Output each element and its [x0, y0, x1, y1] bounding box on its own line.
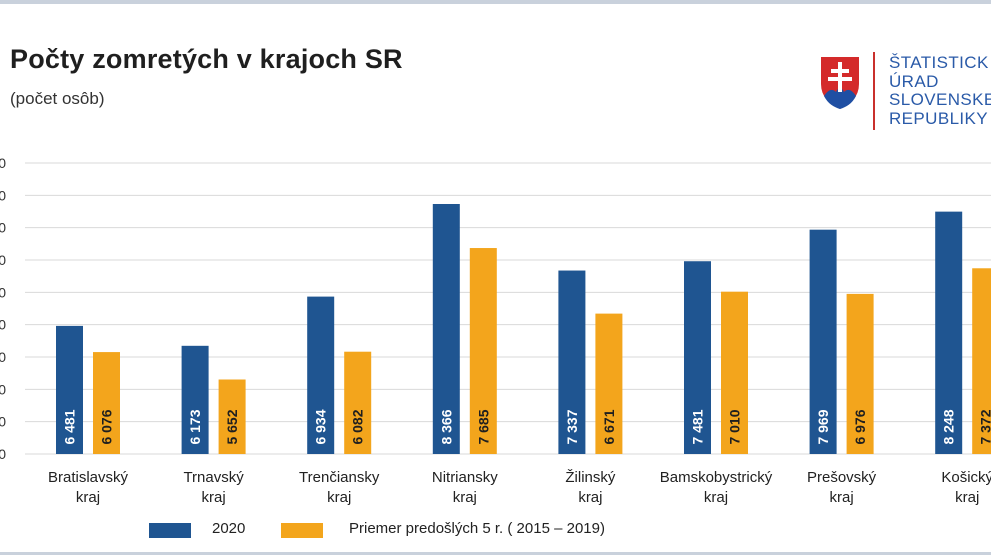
bar-data-label: 5 652 [224, 409, 240, 444]
x-category-label: kraj [202, 489, 226, 506]
coat-of-arms-icon [819, 55, 861, 112]
chart-legend: 2020 Priemer predošlých 5 r. ( 2015 – 20… [0, 519, 991, 543]
y-tick-label: 0 [0, 349, 6, 365]
bar-2020 [935, 211, 963, 454]
chart-title: Počty zomretých v krajoch SR [10, 44, 403, 74]
logo-line: REPUBLIKY [889, 108, 989, 128]
bar-data-label: 7 372 [978, 409, 991, 444]
y-tick-label: 0 [0, 317, 6, 333]
legend-label-2020: 2020 [212, 520, 246, 537]
logo-wordmark: ŠTATISTICK ÚRAD SLOVENSKE REPUBLIKY [889, 53, 991, 128]
statistical-office-logo: ŠTATISTICK ÚRAD SLOVENSKE REPUBLIKY [818, 52, 991, 132]
bar-data-label: 7 010 [727, 409, 743, 444]
y-tick-label: 0 [0, 155, 6, 171]
bar-average [469, 248, 497, 454]
bar-2020 [809, 229, 837, 454]
x-category-label: kraj [453, 489, 477, 506]
bar-2020 [56, 325, 83, 454]
x-category-label: Bratislavský [48, 469, 129, 486]
bar-average [972, 268, 991, 454]
x-category-label: Trenčiansky [299, 469, 380, 486]
bar-data-label: 7 481 [690, 409, 706, 444]
x-category-label: Nitriansky [432, 469, 498, 486]
x-category-label: Trnavský [183, 469, 244, 486]
bar-data-label: 6 173 [187, 409, 203, 444]
legend-swatch-2020 [149, 523, 191, 538]
bar-average [218, 379, 246, 454]
bar-data-label: 6 934 [313, 409, 329, 444]
bar-average [846, 293, 874, 454]
x-category-label: kraj [76, 489, 100, 506]
logo-line: ÚRAD [889, 71, 939, 91]
bar-data-label: 6 082 [350, 409, 366, 444]
y-tick-label: 0 [0, 187, 6, 203]
bar-average [721, 291, 748, 454]
bar-data-label: 7 337 [564, 409, 580, 444]
x-category-label: Bamskobystrický [660, 469, 773, 486]
bar-data-label: 6 481 [62, 409, 78, 444]
frame-top-border [0, 0, 991, 4]
y-tick-label: 0 [0, 284, 6, 300]
x-category-label: kraj [578, 489, 602, 506]
y-tick-label: 0 [0, 414, 6, 430]
bar-2020 [307, 296, 335, 454]
x-category-label: kraj [955, 489, 979, 506]
x-category-label: Košický [941, 469, 991, 486]
x-category-label: Žilinský [565, 469, 616, 486]
bar-data-label: 6 076 [99, 409, 115, 444]
bar-data-label: 6 976 [852, 409, 868, 444]
x-category-label: Prešovský [807, 469, 877, 486]
bar-average [344, 351, 372, 454]
y-tick-label: 0 [0, 446, 6, 462]
frame-bottom-border [0, 552, 991, 555]
bar-data-label: 6 671 [601, 409, 617, 444]
bar-2020 [432, 203, 460, 454]
x-category-label: kraj [704, 489, 728, 506]
chart-subtitle: (počet osôb) [10, 89, 105, 108]
logo-divider [873, 52, 875, 130]
logo-line: SLOVENSKE [889, 90, 991, 109]
y-tick-label: 0 [0, 381, 6, 397]
bar-data-label: 7 685 [475, 409, 491, 444]
logo-line: ŠTATISTICK [889, 53, 989, 72]
bar-average [595, 313, 623, 454]
x-category-label: kraj [830, 489, 854, 506]
bar-data-label: 8 248 [941, 409, 957, 444]
bar-2020 [558, 270, 586, 454]
bar-data-label: 8 366 [438, 409, 454, 444]
x-category-label: kraj [327, 489, 351, 506]
bar-2020 [684, 261, 711, 454]
bar-average [93, 352, 120, 454]
legend-swatch-average [281, 523, 323, 538]
y-tick-label: 0 [0, 252, 6, 268]
bar-data-label: 7 969 [815, 409, 831, 444]
legend-label-average: Priemer predošlých 5 r. ( 2015 – 2019) [349, 520, 605, 537]
y-tick-label: 0 [0, 220, 6, 236]
bar-chart: 0 0 0 0 0 0 0 0 0 0 6 481 6 076 Bratislavský kraj 6 17… [0, 155, 991, 506]
bar-2020 [181, 345, 209, 454]
